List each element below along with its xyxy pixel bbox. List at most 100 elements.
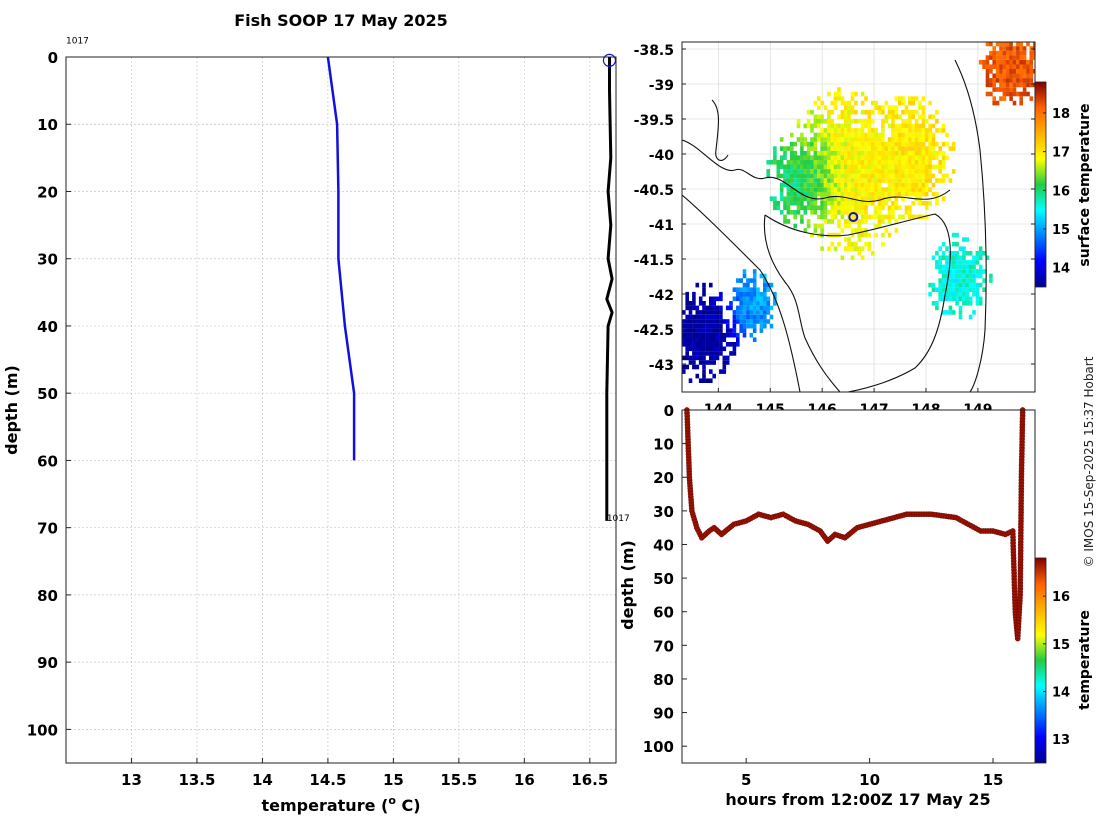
map-sst-pixel: [702, 337, 706, 342]
map-sst-pixel: [1005, 91, 1010, 97]
map-sst-pixel: [860, 100, 865, 106]
map-sst-pixel: [901, 178, 905, 183]
map-sst-pixel: [921, 173, 926, 179]
map-sst-pixel: [935, 191, 939, 197]
map-sst-pixel: [884, 155, 889, 160]
map-sst-pixel: [884, 100, 889, 106]
map-sst-pixel: [820, 146, 824, 151]
map-sst-pixel: [989, 78, 993, 83]
map-sst-pixel: [759, 319, 764, 324]
map-sst-pixel: [941, 155, 946, 160]
map-sst-pixel: [725, 332, 730, 338]
map-sst-pixel: [860, 232, 865, 238]
profile-annotation: 1017: [607, 514, 630, 524]
map-sst-pixel: [830, 200, 835, 206]
map-sst-pixel: [719, 310, 723, 315]
map-sst-pixel: [867, 109, 872, 115]
map-sst-pixel: [995, 50, 1000, 56]
map-sst-pixel: [759, 314, 764, 320]
map-sst-pixel: [1026, 73, 1030, 79]
map-sst-pixel: [830, 169, 835, 174]
map-sst-pixel: [884, 119, 889, 124]
map-sst-pixel: [918, 160, 922, 165]
profile-axes-frame: [65, 56, 617, 764]
map-sst-pixel: [904, 123, 909, 129]
profile-xtick-label: 14: [252, 771, 273, 789]
map-sst-pixel: [955, 232, 959, 238]
map-sst-pixel: [891, 150, 895, 156]
map-sst-pixel: [941, 278, 946, 283]
map-sst-pixel: [773, 160, 777, 165]
map-sst-pixel: [945, 264, 949, 270]
map-sst-pixel: [800, 137, 804, 142]
map-sst-pixel: [860, 169, 865, 174]
map-sst-pixel: [752, 319, 757, 324]
map-sst-pixel: [881, 137, 885, 142]
map-sst-pixel: [786, 169, 791, 174]
map-sst-pixel: [800, 196, 804, 201]
map-sst-pixel: [911, 128, 915, 133]
map-sst-pixel: [742, 319, 747, 324]
map-sst-pixel: [806, 146, 811, 151]
map-sst-pixel: [891, 105, 895, 110]
map-sst-pixel: [830, 187, 835, 192]
map-sst-pixel: [820, 128, 824, 133]
time-colorbar-tick-label: 14: [1052, 685, 1070, 700]
map-sst-pixel: [746, 278, 750, 283]
map-sst-pixel: [820, 228, 824, 233]
map-sst-pixel: [685, 328, 689, 333]
map-sst-pixel: [881, 178, 885, 183]
map-sst-pixel: [820, 214, 824, 220]
map-sst-pixel: [978, 269, 983, 274]
map-sst-pixel: [688, 355, 693, 361]
map-sst-pixel: [999, 69, 1003, 74]
map-sst-pixel: [985, 255, 990, 261]
map-sst-pixel: [793, 164, 797, 170]
map-sst-pixel: [924, 164, 929, 170]
map-sst-pixel: [830, 196, 835, 201]
map-sst-pixel: [712, 337, 716, 342]
map-sst-pixel: [742, 291, 747, 297]
map-sst-pixel: [1026, 69, 1030, 74]
map-sst-pixel: [840, 255, 845, 261]
map-sst-pixel: [806, 200, 811, 206]
map-sst-pixel: [712, 301, 716, 306]
map-sst-pixel: [837, 141, 841, 147]
map-sst-pixel: [985, 59, 990, 65]
map-sst-pixel: [779, 187, 784, 192]
map-sst-pixel: [1019, 69, 1023, 74]
map-sst-pixel: [810, 141, 814, 147]
map-sst-pixel: [985, 82, 990, 88]
map-sst-pixel: [847, 155, 851, 160]
map-sst-pixel: [955, 287, 959, 292]
map-sst-pixel: [908, 137, 912, 142]
map-sst-pixel: [881, 128, 885, 133]
map-sst-pixel: [1009, 96, 1013, 101]
map-sst-pixel: [806, 196, 811, 201]
map-sst-pixel: [844, 128, 848, 133]
map-sst-pixel: [746, 323, 750, 329]
map-sst-pixel: [850, 105, 855, 110]
map-sst-pixel: [732, 314, 737, 320]
map-sst-pixel: [972, 255, 976, 261]
map-sst-pixel: [871, 196, 875, 201]
map-sst-pixel: [813, 146, 818, 151]
map-sst-pixel: [685, 337, 689, 342]
map-sst-pixel: [695, 332, 700, 338]
map-sst-pixel: [921, 105, 926, 110]
map-sst-pixel: [796, 173, 801, 179]
map-sst-pixel: [847, 100, 851, 106]
map-sst-pixel: [779, 173, 784, 179]
map-sst-pixel: [719, 296, 723, 302]
map-sst-pixel: [894, 123, 899, 129]
map-sst-pixel: [790, 196, 794, 201]
map-sst-pixel: [715, 323, 720, 329]
map-sst-pixel: [928, 282, 932, 288]
map-sst-pixel: [786, 146, 791, 151]
map-sst-pixel: [688, 323, 693, 329]
map-sst-pixel: [813, 114, 818, 120]
map-sst-pixel: [763, 305, 767, 311]
map-sst-pixel: [820, 191, 824, 197]
map-sst-pixel: [1012, 100, 1017, 106]
map-sst-pixel: [921, 150, 926, 156]
